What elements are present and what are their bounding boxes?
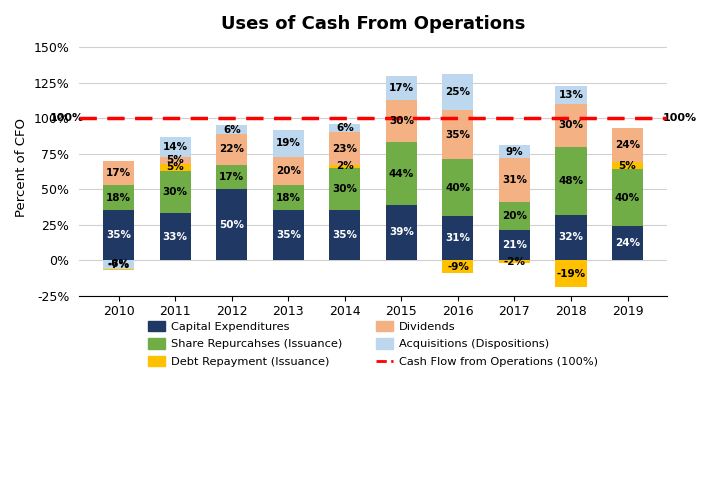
Bar — [386, 205, 417, 260]
Text: 14%: 14% — [163, 142, 188, 152]
Text: -19%: -19% — [557, 269, 585, 279]
Text: 30%: 30% — [389, 116, 414, 126]
Bar — [612, 128, 643, 162]
Text: 24%: 24% — [615, 140, 640, 150]
Bar — [216, 165, 247, 189]
Text: 20%: 20% — [276, 166, 301, 176]
Text: 30%: 30% — [333, 184, 357, 194]
Text: 100%: 100% — [663, 113, 697, 123]
Text: -6%: -6% — [108, 259, 130, 269]
Bar — [159, 171, 191, 213]
Bar — [442, 260, 473, 273]
Text: 17%: 17% — [106, 168, 131, 178]
Title: Uses of Cash From Operations: Uses of Cash From Operations — [221, 15, 525, 33]
Text: 44%: 44% — [389, 168, 414, 178]
Text: 13%: 13% — [558, 90, 584, 100]
Text: 17%: 17% — [219, 172, 244, 182]
Text: -9%: -9% — [447, 261, 469, 271]
Bar — [386, 76, 417, 100]
Text: -7%: -7% — [108, 260, 130, 270]
Bar — [103, 260, 135, 270]
Text: 31%: 31% — [502, 175, 527, 185]
Bar — [159, 164, 191, 171]
Text: 39%: 39% — [389, 228, 414, 238]
Bar — [499, 202, 530, 230]
Text: 5%: 5% — [619, 161, 637, 171]
Bar — [499, 230, 530, 260]
Text: 35%: 35% — [333, 230, 357, 241]
Bar — [273, 157, 304, 185]
Text: 5%: 5% — [167, 162, 184, 172]
Text: 21%: 21% — [502, 240, 527, 250]
Bar — [330, 124, 360, 132]
Text: 30%: 30% — [163, 187, 188, 197]
Bar — [216, 134, 247, 165]
Text: 100%: 100% — [50, 113, 84, 123]
Y-axis label: Percent of CFO: Percent of CFO — [15, 118, 28, 217]
Bar — [442, 160, 473, 216]
Bar — [273, 185, 304, 210]
Bar — [555, 260, 587, 287]
Text: 6%: 6% — [336, 123, 354, 133]
Bar — [103, 260, 135, 269]
Text: 35%: 35% — [106, 230, 131, 241]
Bar — [499, 260, 530, 263]
Text: 33%: 33% — [163, 232, 188, 242]
Text: 25%: 25% — [446, 87, 471, 97]
Bar — [159, 213, 191, 260]
Text: 17%: 17% — [389, 83, 414, 92]
Text: 19%: 19% — [276, 138, 300, 148]
Bar — [103, 185, 135, 210]
Bar — [330, 165, 360, 168]
Text: 6%: 6% — [223, 125, 241, 135]
Bar — [442, 74, 473, 110]
Bar — [330, 210, 360, 260]
Text: 24%: 24% — [615, 238, 640, 248]
Bar — [273, 210, 304, 260]
Bar — [612, 226, 643, 260]
Bar — [555, 147, 587, 215]
Bar — [216, 189, 247, 260]
Text: 48%: 48% — [558, 175, 584, 186]
Text: 23%: 23% — [333, 144, 357, 154]
Legend: Capital Expenditures, Share Repurcahses (Issuance), Debt Repayment (Issuance), D: Capital Expenditures, Share Repurcahses … — [144, 316, 602, 372]
Text: 50%: 50% — [219, 220, 244, 230]
Bar — [612, 162, 643, 169]
Text: -2%: -2% — [503, 256, 525, 266]
Bar — [159, 137, 191, 157]
Bar — [442, 216, 473, 260]
Text: 35%: 35% — [276, 230, 301, 241]
Bar — [499, 145, 530, 158]
Bar — [159, 157, 191, 164]
Bar — [555, 85, 587, 104]
Text: 2%: 2% — [336, 162, 354, 171]
Bar — [555, 215, 587, 260]
Bar — [612, 169, 643, 226]
Bar — [499, 158, 530, 202]
Bar — [216, 125, 247, 134]
Text: 31%: 31% — [446, 233, 471, 243]
Text: 35%: 35% — [446, 130, 471, 140]
Text: 9%: 9% — [506, 147, 523, 157]
Bar — [103, 161, 135, 185]
Text: 20%: 20% — [502, 211, 527, 221]
Text: 32%: 32% — [558, 233, 584, 243]
Text: 5%: 5% — [167, 155, 184, 165]
Text: 30%: 30% — [558, 120, 584, 130]
Text: 40%: 40% — [615, 193, 640, 203]
Bar — [442, 110, 473, 160]
Bar — [330, 168, 360, 210]
Text: 18%: 18% — [106, 193, 131, 203]
Bar — [103, 210, 135, 260]
Bar — [386, 100, 417, 142]
Bar — [273, 130, 304, 157]
Text: 40%: 40% — [446, 183, 471, 193]
Bar — [386, 142, 417, 205]
Bar — [555, 104, 587, 147]
Text: 22%: 22% — [219, 145, 244, 155]
Bar — [330, 132, 360, 165]
Text: 18%: 18% — [276, 193, 301, 203]
